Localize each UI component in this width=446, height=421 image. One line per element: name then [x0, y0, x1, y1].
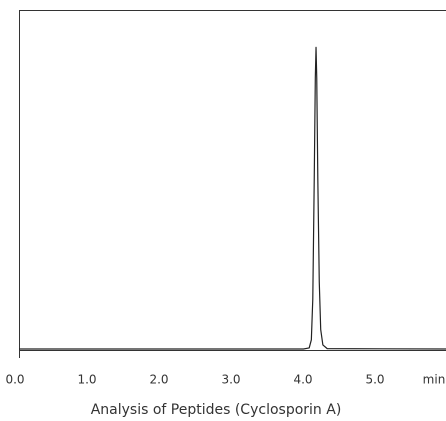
x-tick-label: 5.0 — [365, 373, 384, 387]
series-line — [19, 46, 446, 350]
x-tick-label: 2.0 — [149, 373, 168, 387]
chart-title: Analysis of Peptides (Cyclosporin A) — [91, 402, 342, 418]
x-tick-label: 0.0 — [5, 373, 24, 387]
x-axis-label: min — [423, 373, 446, 387]
x-tick-label: 4.0 — [293, 373, 312, 387]
x-tick-label: 3.0 — [221, 373, 240, 387]
x-tick-label: 1.0 — [77, 373, 96, 387]
